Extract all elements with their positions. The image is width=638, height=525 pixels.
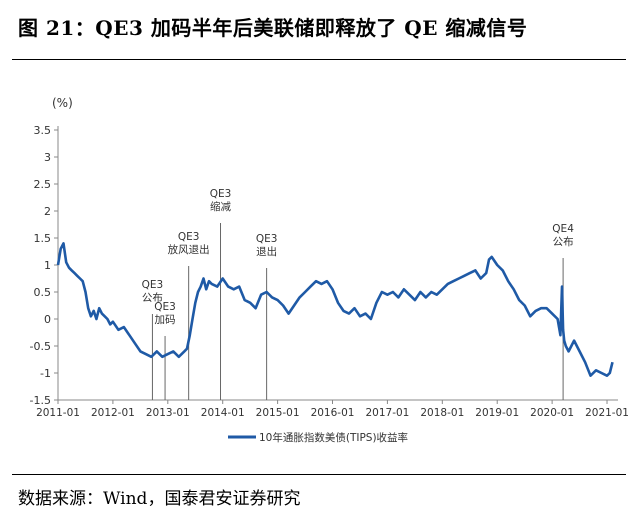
annotation-label: 缩减 [210,200,231,213]
x-tick-label: 2017-01 [365,407,409,419]
annotation-label: 放风退出 [168,243,210,256]
annotation-label: QE3 [178,231,200,243]
annotation-label: QE3 [142,279,164,291]
y-tick-label: 2 [44,205,51,218]
y-tick-label: -1 [40,367,51,380]
annotation-label: QE4 [552,223,574,235]
y-tick-label: 1 [44,259,51,272]
legend: 10年通胀指数美债(TIPS)收益率 [228,431,408,444]
annotation-label: 公布 [553,236,574,248]
x-tick-label: 2012-01 [91,407,135,419]
x-tick-label: 2016-01 [311,407,355,419]
y-axis-label: (%) [52,96,73,110]
annotation-label: QE3 [154,301,176,313]
annotation-label: QE3 [256,233,278,245]
y-tick-label: 0.5 [34,286,52,299]
x-tick-label: 2011-01 [36,407,80,419]
figure-title: 图 21：QE3 加码半年后美联储即释放了 QE 缩减信号 [18,16,528,40]
y-tick-label: -1.5 [30,394,51,407]
y-tick-label: 3.5 [34,124,52,137]
x-tick-label: 2013-01 [146,407,190,419]
x-tick-label: 2014-01 [201,407,245,419]
top-rule [12,59,626,60]
x-tick-label: 2020-01 [530,407,574,419]
annotation-label: 退出 [256,245,277,258]
x-tick-label: 2015-01 [256,407,300,419]
x-tick-label: 2019-01 [475,407,519,419]
annotation-label: 公布 [142,292,163,304]
data-source-note: 数据来源：Wind，国泰君安证券研究 [18,489,301,509]
legend-label: 10年通胀指数美债(TIPS)收益率 [259,431,408,444]
y-tick-label: 2.5 [34,178,52,191]
y-tick-label: -0.5 [30,340,51,353]
series-layer [56,242,614,378]
y-tick-label: 1.5 [34,232,52,245]
x-tick-label: 2021-01 [585,407,629,419]
y-tick-label: 3 [44,151,51,164]
annotation-label: 加码 [155,314,176,326]
y-tick-label: 0 [44,313,51,326]
series-line [56,242,614,378]
x-tick-label: 2018-01 [420,407,464,419]
annotation-label: QE3 [210,188,232,200]
bottom-rule [12,474,626,475]
